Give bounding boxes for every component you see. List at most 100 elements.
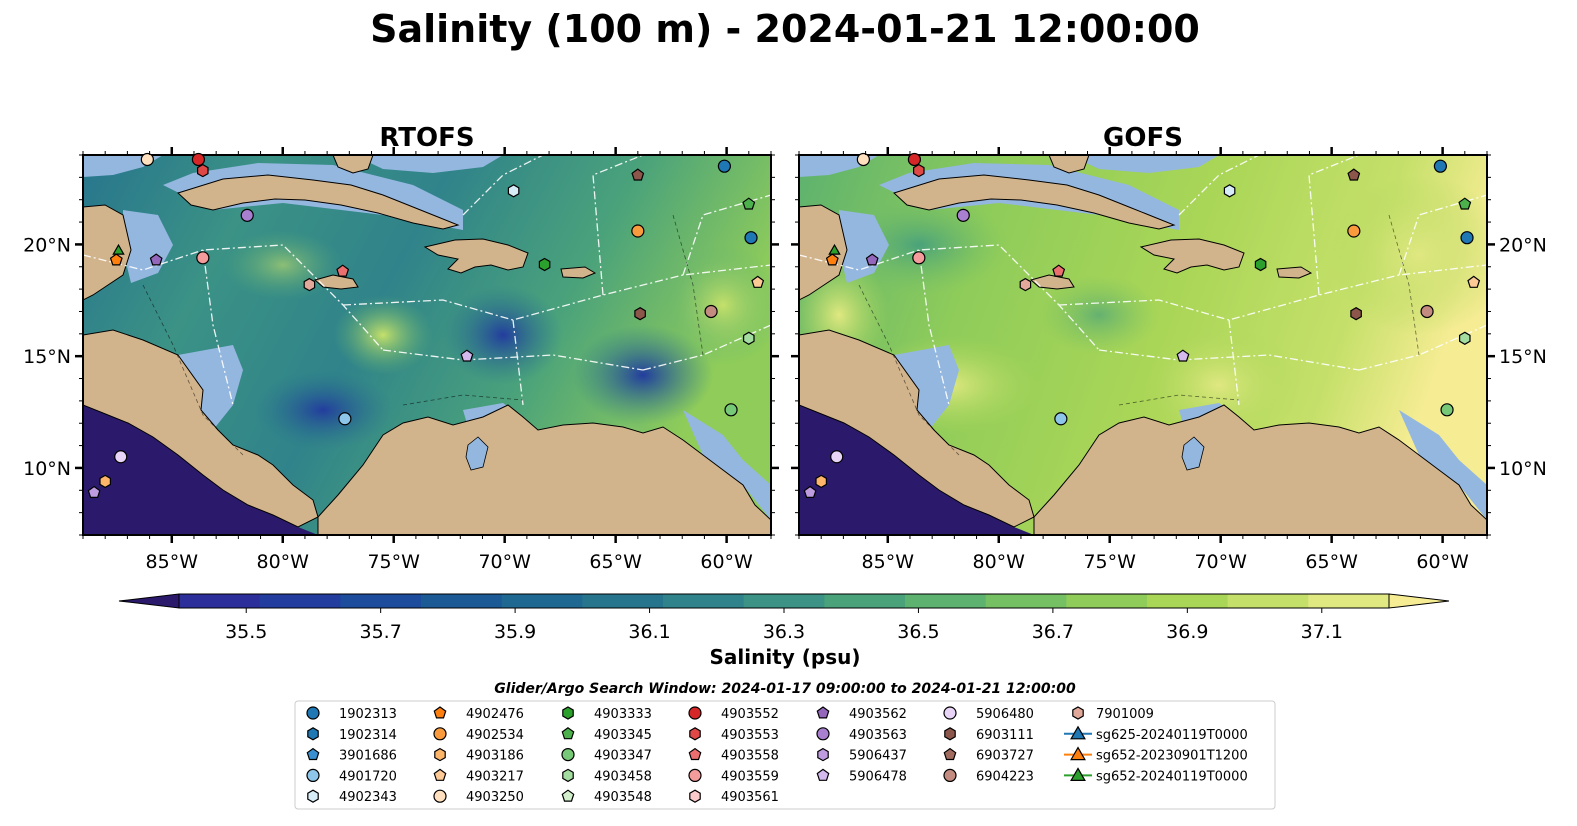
lon-tick-label: 85°W bbox=[862, 551, 915, 573]
legend-label: 4903562 bbox=[849, 707, 907, 722]
legend-frame bbox=[294, 700, 1276, 810]
float-marker bbox=[751, 275, 765, 288]
float-marker bbox=[1350, 307, 1362, 321]
lat-tick-label: 15°N bbox=[23, 346, 71, 368]
float-marker bbox=[99, 474, 111, 489]
colorbar-extend-high bbox=[1388, 593, 1450, 609]
float-marker bbox=[704, 304, 718, 319]
panel-title-gofs: GOFS bbox=[1103, 123, 1183, 153]
legend-label: 4903217 bbox=[466, 769, 524, 784]
colorbar-tick-label: 35.7 bbox=[360, 621, 402, 643]
lon-tick-label: 75°W bbox=[367, 551, 420, 573]
float-marker bbox=[865, 253, 879, 266]
colorbar-segment bbox=[259, 594, 341, 608]
float-marker bbox=[1019, 277, 1032, 292]
float-marker bbox=[1054, 412, 1068, 426]
legend-label: 4903552 bbox=[721, 707, 779, 722]
lat-tick-label: 20°N bbox=[1499, 234, 1547, 256]
colorbar-segment bbox=[501, 594, 583, 608]
float-marker bbox=[803, 485, 817, 498]
colorbar-segment bbox=[582, 594, 664, 608]
legend-label: 4903558 bbox=[721, 749, 779, 764]
float-marker bbox=[1440, 403, 1454, 417]
legend-marker bbox=[688, 747, 702, 761]
colorbar-segment bbox=[1147, 594, 1229, 608]
float-marker bbox=[112, 243, 125, 255]
legend-label: sg652-20240119T0000 bbox=[1096, 769, 1248, 784]
float-marker bbox=[460, 349, 474, 362]
float-markers-gofs bbox=[803, 152, 1481, 498]
lon-tick-label: 85°W bbox=[146, 551, 199, 573]
float-marker bbox=[912, 163, 925, 178]
legend-marker bbox=[306, 747, 320, 761]
legend-marker bbox=[561, 727, 575, 740]
legend: 1902313 1902314 3901686 4901720 4902343 49024… bbox=[294, 700, 1276, 810]
map-panel-gofs bbox=[798, 152, 1488, 536]
map-frame bbox=[82, 154, 772, 536]
float-marker bbox=[828, 243, 841, 255]
colorbar-segment bbox=[421, 594, 503, 608]
axis-layer: 85°W 80°W 75°W 70°W 65°W 60°W 20°N 15°N 10°N 85°W… bbox=[23, 147, 1547, 573]
legend-marker bbox=[944, 727, 956, 741]
float-marker bbox=[1052, 264, 1066, 277]
map-frame bbox=[798, 154, 1488, 536]
legend-label: 4903553 bbox=[721, 728, 779, 743]
map-panel-rtofs bbox=[82, 152, 772, 536]
float-marker bbox=[507, 184, 520, 198]
colorbar-segment bbox=[340, 594, 422, 608]
float-marker bbox=[538, 257, 551, 272]
colorbar-segment bbox=[663, 594, 745, 608]
float-marker bbox=[303, 277, 316, 292]
lat-tick-label: 15°N bbox=[1499, 346, 1547, 368]
lon-tick-label: 60°W bbox=[1416, 551, 1469, 573]
float-marker bbox=[1458, 197, 1472, 210]
float-marker bbox=[114, 450, 128, 464]
float-marker bbox=[956, 208, 970, 222]
lon-tick-label: 80°W bbox=[257, 551, 310, 573]
lat-tick-label: 10°N bbox=[1499, 458, 1547, 480]
legend-label: sg652-20230901T1200 bbox=[1096, 749, 1248, 764]
float-marker bbox=[724, 403, 738, 417]
colorbar-tick-label: 36.9 bbox=[1166, 621, 1208, 643]
colorbar-segment bbox=[1308, 594, 1390, 608]
float-marker bbox=[815, 474, 827, 489]
colorbar-tick-label: 35.5 bbox=[225, 621, 267, 643]
legend-marker bbox=[562, 768, 574, 783]
colorbar-extend-low bbox=[118, 593, 180, 609]
legend-label: 4903561 bbox=[721, 790, 779, 805]
float-marker bbox=[336, 264, 350, 277]
float-marker bbox=[140, 152, 154, 167]
legend-label: 4903563 bbox=[849, 728, 907, 743]
legend-label: 4903548 bbox=[594, 790, 652, 805]
legend-label: 6903111 bbox=[976, 728, 1034, 743]
colorbar-tick-label: 37.1 bbox=[1301, 621, 1343, 643]
legend-marker bbox=[1070, 767, 1086, 782]
float-marker bbox=[907, 152, 922, 167]
legend-marker bbox=[689, 727, 701, 741]
legend-label: 6903727 bbox=[976, 749, 1034, 764]
float-marker bbox=[1467, 275, 1481, 288]
colorbar-tick-label: 36.5 bbox=[897, 621, 939, 643]
lon-tick-label: 70°W bbox=[1194, 551, 1247, 573]
colorbar-segment bbox=[1066, 594, 1148, 608]
legend-label: 4903345 bbox=[594, 728, 652, 743]
legend-label: 4903186 bbox=[466, 749, 524, 764]
float-marker bbox=[1433, 159, 1447, 173]
float-marker bbox=[149, 253, 163, 266]
lon-tick-label: 80°W bbox=[973, 551, 1026, 573]
legend-label: 1902313 bbox=[339, 707, 397, 722]
isobaths bbox=[858, 214, 1420, 456]
lat-tick-label: 20°N bbox=[23, 234, 71, 256]
colorbar: 35.5 35.7 35.9 36.1 36.3 36.5 36.7 36.9 37.1 Sal… bbox=[118, 593, 1450, 669]
float-marker bbox=[631, 168, 645, 181]
legend-marker bbox=[561, 789, 575, 802]
legend-marker bbox=[817, 747, 829, 762]
figure-title: Salinity (100 m) - 2024-01-21 12:00:00 bbox=[370, 7, 1200, 51]
lon-tick-label: 65°W bbox=[589, 551, 642, 573]
float-marker bbox=[830, 450, 844, 464]
float-marker bbox=[109, 253, 123, 266]
legend-label: 4901720 bbox=[339, 769, 397, 784]
float-marker bbox=[912, 251, 926, 265]
eez-boundaries bbox=[799, 155, 1487, 406]
